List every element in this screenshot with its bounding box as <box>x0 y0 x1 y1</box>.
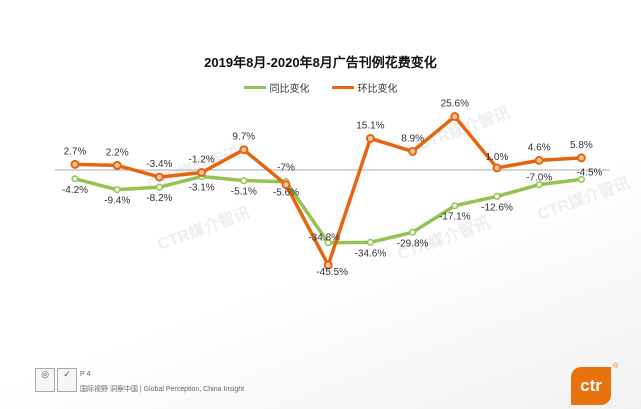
data-label: -3.4% <box>146 159 172 170</box>
data-label: 2.2% <box>106 147 129 158</box>
data-label: -3.1% <box>189 182 215 193</box>
data-point <box>324 239 332 247</box>
legend-item-yoy: 同比变化 <box>243 80 310 95</box>
data-point <box>535 181 543 189</box>
data-label: 15.1% <box>356 120 384 131</box>
data-point <box>409 228 417 236</box>
data-point <box>281 180 291 190</box>
data-label: 1.0% <box>486 152 509 163</box>
legend-label-yoy: 同比变化 <box>269 84 310 95</box>
footer-tagline: 国际视野 洞察中国 | Global Perception, China Ins… <box>80 386 245 393</box>
watermark: CTR媒介智讯 <box>155 203 253 254</box>
data-label: -29.8% <box>397 238 429 249</box>
data-label: 2.7% <box>64 146 87 157</box>
legend-label-mom: 环比变化 <box>357 84 398 95</box>
data-point <box>240 177 248 185</box>
data-label: -9.4% <box>104 196 130 207</box>
data-point <box>154 172 164 182</box>
data-label: 25.6% <box>441 98 469 109</box>
data-point <box>576 153 586 163</box>
data-label: 4.6% <box>528 142 551 153</box>
data-label: -5.1% <box>231 187 257 198</box>
data-point <box>197 168 207 178</box>
data-label: -5.6% <box>273 188 299 199</box>
data-point <box>534 155 544 165</box>
data-point <box>323 260 333 270</box>
data-point <box>577 175 585 183</box>
data-point <box>155 183 163 191</box>
data-label: -34.6% <box>355 248 387 259</box>
data-point <box>239 145 249 155</box>
data-label: -34.8% <box>308 233 340 244</box>
data-point <box>113 186 121 194</box>
data-label: -45.5% <box>316 267 348 278</box>
data-point <box>408 146 418 156</box>
data-label: -7.0% <box>526 173 552 184</box>
page-number: P 4 <box>80 371 91 378</box>
data-point <box>492 163 502 173</box>
data-label: -4.5% <box>576 167 602 178</box>
data-label: -8.2% <box>146 193 172 204</box>
cert-icon-2: ✓ <box>57 368 77 392</box>
data-label: 9.7% <box>232 132 255 143</box>
data-point <box>112 160 122 170</box>
data-label: -17.1% <box>439 212 471 223</box>
ctr-logo: ctr <box>571 367 611 405</box>
legend-item-mom: 环比变化 <box>331 80 398 95</box>
legend-swatch-yoy <box>243 86 266 89</box>
legend-swatch-mom <box>331 86 354 89</box>
cert-icon-1: ◎ <box>35 368 55 392</box>
data-label: 5.8% <box>570 140 593 151</box>
data-point <box>451 202 459 210</box>
data-label: 8.9% <box>401 133 424 144</box>
registered-mark: ® <box>613 363 619 370</box>
chart-title: 2019年8月-2020年8月广告刊例花费变化 <box>204 55 437 70</box>
data-label: -7% <box>277 163 295 174</box>
data-label: -12.6% <box>481 202 513 213</box>
legend: 同比变化 环比变化 <box>0 80 641 95</box>
data-point <box>70 159 80 169</box>
data-point <box>366 238 374 246</box>
data-point <box>71 175 79 183</box>
data-point <box>493 192 501 200</box>
data-label: -4.2% <box>62 185 88 196</box>
data-point <box>450 111 460 121</box>
data-point <box>365 133 375 143</box>
data-label: -1.2% <box>189 155 215 166</box>
